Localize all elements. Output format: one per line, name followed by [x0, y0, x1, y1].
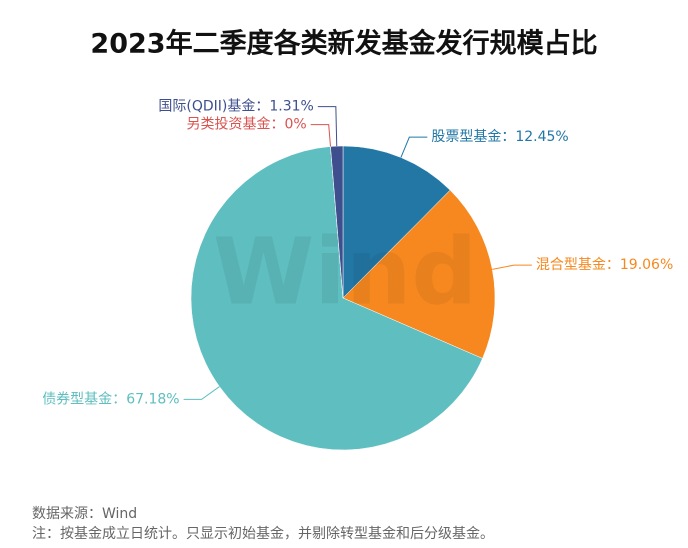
slice-label: 股票型基金：12.45%	[431, 128, 568, 145]
pie-slice	[342, 145, 451, 299]
label-separator: ：	[501, 129, 515, 145]
chart-title: 2023年二季度各类新发基金发行规模占比	[90, 28, 597, 60]
slice-label: 另类投资基金：0%	[186, 116, 306, 133]
labels: 股票型基金：12.45%混合型基金：19.06%债券型基金：67.18%另类投资…	[42, 98, 673, 408]
source: 数据来源：Wind	[32, 506, 137, 522]
label-separator: ：	[112, 391, 126, 407]
slice-name: 债券型基金	[42, 390, 112, 407]
slice-name: 股票型基金	[431, 128, 501, 145]
leader-line	[183, 386, 220, 400]
value-label: 67.18%	[126, 391, 179, 407]
leader-line	[317, 106, 338, 147]
slice-label: 国际(QDII)基金：1.31%	[158, 98, 313, 115]
pie-slice	[330, 145, 344, 299]
slice-label: 混合型基金：19.06%	[536, 256, 673, 273]
label-separator: ：	[255, 99, 269, 115]
pie	[190, 145, 496, 451]
note: 注：按基金成立日统计。只显示初始基金，并剔除转型基金和后分级基金。	[32, 525, 494, 542]
leader-line	[492, 264, 532, 270]
label-separator: ：	[270, 117, 284, 133]
watermark: Wind	[213, 218, 477, 325]
leader-line	[310, 124, 332, 147]
slice-label: 债券型基金：67.18%	[42, 390, 179, 407]
leader-line	[400, 136, 428, 158]
value-label: 1.31%	[269, 99, 313, 115]
label-separator: ：	[606, 257, 620, 273]
slice-name: 另类投资基金	[186, 116, 270, 133]
slice-name: 混合型基金	[536, 256, 606, 273]
value-label: 19.06%	[620, 257, 673, 273]
value-label: 12.45%	[515, 129, 568, 145]
pie-slice	[342, 189, 496, 359]
value-label: 0%	[284, 117, 306, 133]
pie-slice	[190, 146, 483, 451]
slice-name: 国际(QDII)基金	[158, 98, 255, 115]
